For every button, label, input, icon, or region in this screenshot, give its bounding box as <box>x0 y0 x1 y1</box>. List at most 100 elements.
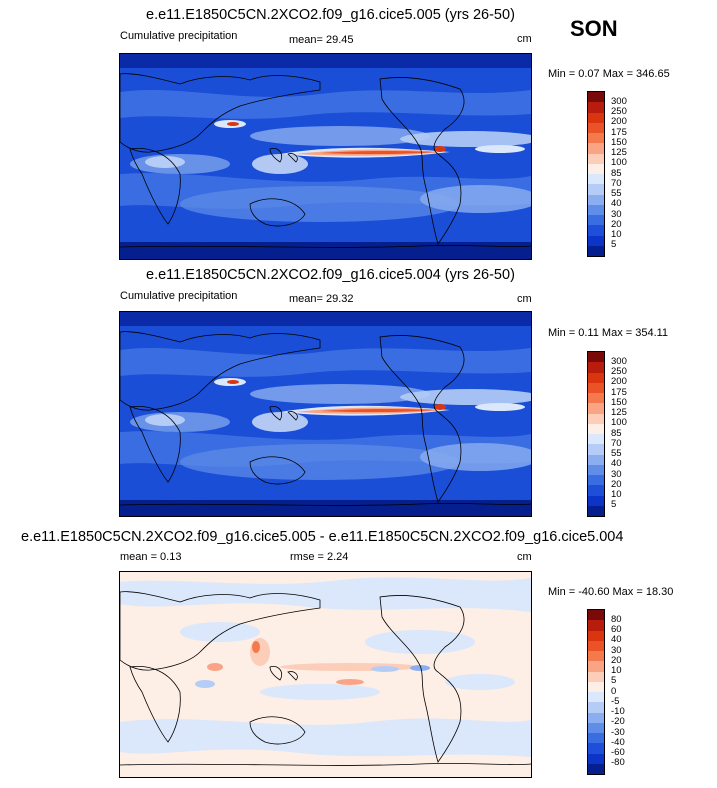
panel3-tick-label: -10 <box>611 706 625 717</box>
panel3-swatch <box>588 651 604 662</box>
panel1-mean-label: mean= 29.45 <box>289 34 354 46</box>
panel2-tick-label: 100 <box>611 417 627 428</box>
panel1-tick-label: 100 <box>611 157 627 168</box>
panel1-swatch <box>588 204 604 215</box>
panel1-tick-label: 70 <box>611 178 622 189</box>
panel3-swatch <box>588 733 604 744</box>
panel2-title: e.e11.E1850C5CN.2XCO2.f09_g16.cice5.004 … <box>146 267 515 283</box>
panel1-swatch <box>588 194 604 205</box>
panel2-swatch <box>588 382 604 393</box>
panel1-swatch <box>588 245 604 256</box>
panel3-tick-label: -5 <box>611 696 620 707</box>
panel3-swatch <box>588 630 604 641</box>
panel1-tick-label: 125 <box>611 147 627 158</box>
panel3-tick-label: 80 <box>611 614 622 625</box>
panel3-title: e.e11.E1850C5CN.2XCO2.f09_g16.cice5.005 … <box>21 529 624 545</box>
panel2-tick-label: 150 <box>611 397 627 408</box>
panel2-map <box>119 311 532 517</box>
panel2-swatch <box>588 393 604 404</box>
panel2-mean-label: mean= 29.32 <box>289 293 354 305</box>
panel3-tick-label: 0 <box>611 686 617 697</box>
panel2-swatch <box>588 352 604 363</box>
panel1-units: cm <box>517 33 532 45</box>
panel2-swatch <box>588 403 604 414</box>
panel1-swatch <box>588 112 604 123</box>
panel2-tick-label: 85 <box>611 428 622 439</box>
season-label: SON <box>570 16 618 41</box>
panel1-swatch <box>588 133 604 144</box>
panel2-swatch <box>588 434 604 445</box>
panel3-tick-label: 30 <box>611 645 622 656</box>
panel2-tick-label: 20 <box>611 479 622 490</box>
panel1-swatch <box>588 184 604 195</box>
panel3-minmax: Min = -40.60 Max = 18.30 <box>548 586 674 598</box>
panel2-swatch <box>588 362 604 373</box>
panel2-swatch <box>588 423 604 434</box>
panel3-swatch <box>588 640 604 651</box>
panel2-tick-label: 175 <box>611 387 627 398</box>
panel2-tick-label: 300 <box>611 356 627 367</box>
panel3-swatch <box>588 661 604 672</box>
panel2-variable-label: Cumulative precipitation <box>120 290 238 302</box>
panel2-swatch <box>588 454 604 465</box>
panel1-swatch <box>588 153 604 164</box>
panel2-swatch <box>588 444 604 455</box>
panel1-swatch <box>588 215 604 226</box>
panel3-swatch <box>588 692 604 703</box>
panel1-tick-label: 40 <box>611 198 622 209</box>
panel2-colorbar <box>587 351 605 517</box>
panel3-swatch <box>588 671 604 682</box>
panel3-swatch <box>588 681 604 692</box>
panel1-swatch <box>588 174 604 185</box>
panel2-swatch <box>588 464 604 475</box>
panel1-title: e.e11.E1850C5CN.2XCO2.f09_g16.cice5.005 … <box>146 7 515 23</box>
panel1-swatch <box>588 225 604 236</box>
panel2-tick-label: 5 <box>611 499 617 510</box>
panel3-tick-label: 40 <box>611 634 622 645</box>
panel1-tick-label: 5 <box>611 239 617 250</box>
panel3-tick-label: -20 <box>611 716 625 727</box>
panel1-colorbar <box>587 91 605 257</box>
panel2-tick-label: 10 <box>611 489 622 500</box>
panel3-tick-label: 20 <box>611 655 622 666</box>
panel3-tick-label: 10 <box>611 665 622 676</box>
panel1-tick-label: 30 <box>611 209 622 220</box>
panel1-tick-label: 85 <box>611 168 622 179</box>
panel1-tick-label: 175 <box>611 127 627 138</box>
panel2-swatch <box>588 505 604 516</box>
panel2-swatch <box>588 495 604 506</box>
panel1-swatch <box>588 163 604 174</box>
panel1-tick-label: 300 <box>611 96 627 107</box>
panel2-tick-label: 40 <box>611 458 622 469</box>
panel3-swatch <box>588 702 604 713</box>
panel1-minmax: Min = 0.07 Max = 346.65 <box>548 68 670 80</box>
panel3-swatch <box>588 743 604 754</box>
panel1-tick-label: 10 <box>611 229 622 240</box>
panel1-swatch <box>588 235 604 246</box>
panel2-swatch <box>588 475 604 486</box>
panel3-mean-label: mean = 0.13 <box>120 551 182 563</box>
panel3-tick-label: 5 <box>611 675 617 686</box>
panel3-map <box>119 571 532 778</box>
panel3-tick-label: -80 <box>611 757 625 768</box>
panel2-swatch <box>588 372 604 383</box>
panel3-tick-label: -30 <box>611 727 625 738</box>
panel1-swatch <box>588 122 604 133</box>
panel2-units: cm <box>517 293 532 305</box>
panel1-swatch <box>588 92 604 103</box>
panel3-colorbar <box>587 609 605 775</box>
panel3-swatch <box>588 712 604 723</box>
panel1-tick-label: 250 <box>611 106 627 117</box>
panel2-tick-label: 250 <box>611 366 627 377</box>
panel2-tick-label: 30 <box>611 469 622 480</box>
panel2-minmax: Min = 0.11 Max = 354.11 <box>548 327 669 339</box>
panel1-tick-label: 55 <box>611 188 622 199</box>
panel1-variable-label: Cumulative precipitation <box>120 30 238 42</box>
panel3-swatch <box>588 610 604 621</box>
panel2-tick-label: 55 <box>611 448 622 459</box>
panel1-tick-label: 150 <box>611 137 627 148</box>
panel3-tick-label: 60 <box>611 624 622 635</box>
panel3-tick-label: -60 <box>611 747 625 758</box>
panel1-tick-label: 20 <box>611 219 622 230</box>
panel2-tick-label: 200 <box>611 376 627 387</box>
